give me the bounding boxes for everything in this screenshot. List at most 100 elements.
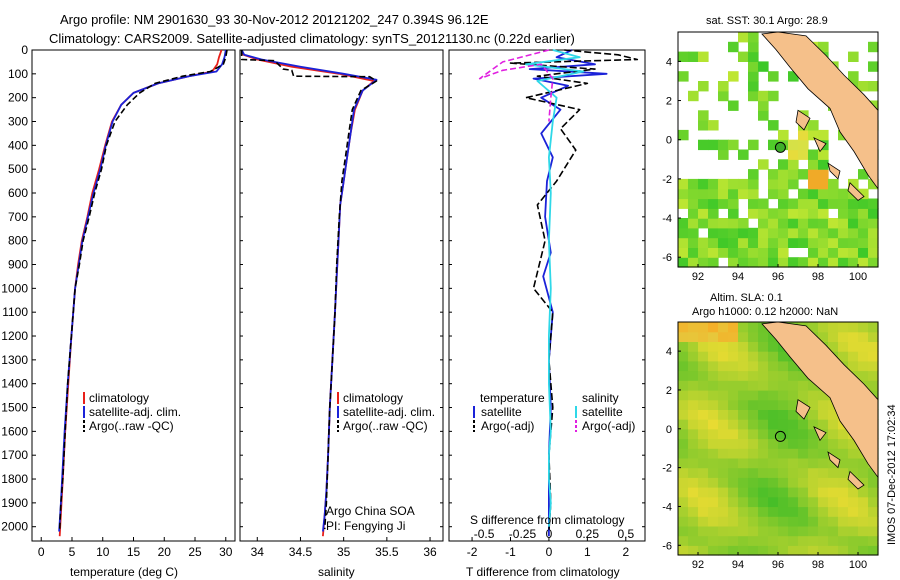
map-cell xyxy=(808,516,819,527)
map-cell xyxy=(788,525,799,537)
map-cell xyxy=(688,188,699,200)
map-cell xyxy=(828,331,839,342)
map-cell xyxy=(828,341,839,352)
map-cell xyxy=(718,227,729,239)
map-cell xyxy=(728,390,739,401)
map-cell xyxy=(678,448,689,459)
y-tick-label: 1500 xyxy=(1,401,28,415)
map-cell xyxy=(708,227,719,239)
map-cell xyxy=(858,496,869,508)
map-cell xyxy=(698,178,709,190)
y-tick-label: 1800 xyxy=(1,472,28,486)
difference-panel: -2 -1 0 1 2 -0.5 -0.25 0 0.25 0.5 S difference f… xyxy=(448,49,646,579)
map-cell xyxy=(798,535,809,546)
map-cell xyxy=(748,467,759,478)
y-tick-label: 1900 xyxy=(1,496,28,510)
map-cell xyxy=(808,438,819,449)
map-cell xyxy=(688,409,699,420)
map-cell xyxy=(728,257,739,268)
y-tick-label: 800 xyxy=(8,234,28,248)
map-cell xyxy=(768,188,779,200)
map-cell xyxy=(748,399,759,410)
map-cell xyxy=(758,110,769,121)
map-cell xyxy=(718,149,729,160)
map-cell xyxy=(778,198,789,209)
map-cell xyxy=(758,370,769,381)
map-cell xyxy=(808,448,819,459)
map-cell xyxy=(718,360,729,372)
map-cell xyxy=(758,506,769,517)
map-cell xyxy=(758,535,769,546)
map-cell xyxy=(828,448,839,459)
map-cell xyxy=(708,257,719,268)
island xyxy=(795,109,811,131)
map-cell xyxy=(678,257,689,268)
map-cell xyxy=(708,188,719,200)
map-cell xyxy=(768,178,779,190)
map-cell xyxy=(858,477,869,488)
map-cell xyxy=(778,525,789,537)
map-cell xyxy=(798,237,809,248)
map-cell xyxy=(838,237,849,248)
map-cell xyxy=(828,227,839,239)
map-cell xyxy=(798,506,809,517)
map-cell xyxy=(858,351,869,362)
map-cell xyxy=(758,237,769,248)
map-cell xyxy=(678,467,689,478)
map-cell xyxy=(858,227,869,239)
map-cell xyxy=(868,218,879,229)
map-cell xyxy=(748,525,759,537)
map-cell xyxy=(808,159,819,170)
map-cell xyxy=(738,496,749,508)
map-cell xyxy=(678,178,689,190)
map-cell xyxy=(678,247,689,258)
map-cell xyxy=(708,178,719,190)
map-cell xyxy=(858,457,869,469)
map-cell xyxy=(828,467,839,478)
map-cell xyxy=(678,506,689,517)
map-cell xyxy=(788,448,799,459)
top-tick-label: -0.25 xyxy=(509,527,537,541)
map-cell xyxy=(678,525,689,537)
map-cell xyxy=(688,390,699,401)
map-cell xyxy=(728,178,739,190)
map-cell xyxy=(768,139,779,151)
x-tick-label: 2 xyxy=(622,545,629,559)
map-cell xyxy=(788,506,799,517)
map-cell xyxy=(748,237,759,248)
map-cell xyxy=(868,257,879,268)
map-cell xyxy=(718,409,729,420)
map-cell xyxy=(758,390,769,401)
map-cell xyxy=(728,438,739,449)
map-cell xyxy=(748,380,759,391)
legend-label-argo: Argo(..raw -QC) xyxy=(89,419,174,433)
map-cell xyxy=(748,428,759,440)
map-y-tick-label: 2 xyxy=(666,385,672,397)
map-cell xyxy=(778,409,789,420)
map-cell xyxy=(868,341,879,352)
map-cell xyxy=(688,178,699,190)
map-cell xyxy=(838,188,849,200)
map-cell xyxy=(728,516,739,527)
map-cell xyxy=(728,227,739,239)
map-y-tick-label: 0 xyxy=(666,424,672,436)
map-cell xyxy=(848,237,859,248)
map-cell xyxy=(738,409,749,420)
map-cell xyxy=(728,496,739,508)
map-cell xyxy=(718,90,729,102)
map-cell xyxy=(818,545,829,556)
x-tick-label: 36 xyxy=(423,545,437,559)
x-tick-label: 34 xyxy=(251,545,265,559)
map-cell xyxy=(708,218,719,229)
map-cell xyxy=(758,257,769,268)
map-cell xyxy=(858,218,869,229)
map-cell xyxy=(738,428,749,440)
map-cell xyxy=(778,419,789,430)
s-difference-label: S difference from climatology xyxy=(470,513,625,527)
map-cell xyxy=(728,506,739,517)
map-cell xyxy=(768,370,779,381)
map-cell xyxy=(848,438,859,449)
map-cell xyxy=(748,535,759,546)
map-cell xyxy=(828,178,839,190)
map-cell xyxy=(768,448,779,459)
